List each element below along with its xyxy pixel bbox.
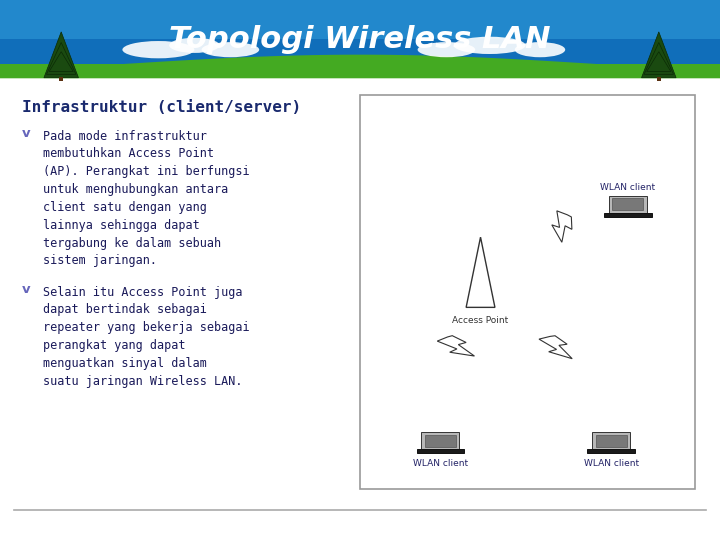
Bar xyxy=(417,449,464,453)
Bar xyxy=(604,213,652,217)
Text: suatu jaringan Wireless LAN.: suatu jaringan Wireless LAN. xyxy=(43,375,243,388)
Bar xyxy=(0,39,720,78)
Text: v: v xyxy=(22,127,30,140)
Polygon shape xyxy=(539,336,572,359)
Polygon shape xyxy=(44,32,78,78)
Ellipse shape xyxy=(122,41,194,58)
Ellipse shape xyxy=(418,42,475,57)
Bar xyxy=(588,449,635,453)
Polygon shape xyxy=(437,336,474,356)
Text: WLAN client: WLAN client xyxy=(583,458,639,468)
Polygon shape xyxy=(642,32,676,78)
Text: (AP). Perangkat ini berfungsi: (AP). Perangkat ini berfungsi xyxy=(43,165,250,178)
Text: Access Point: Access Point xyxy=(452,316,508,325)
Polygon shape xyxy=(47,43,76,75)
Bar xyxy=(59,77,63,82)
Text: membutuhkan Access Point: membutuhkan Access Point xyxy=(43,147,215,160)
Bar xyxy=(595,435,626,447)
Text: v: v xyxy=(22,283,30,296)
Bar xyxy=(421,433,459,449)
Bar xyxy=(0,64,720,78)
Ellipse shape xyxy=(169,38,220,53)
Text: repeater yang bekerja sebagai: repeater yang bekerja sebagai xyxy=(43,321,250,334)
Text: client satu dengan yang: client satu dengan yang xyxy=(43,201,207,214)
Text: dapat bertindak sebagai: dapat bertindak sebagai xyxy=(43,303,207,316)
Bar xyxy=(609,196,647,213)
Bar xyxy=(360,94,695,489)
Polygon shape xyxy=(644,43,673,75)
Bar xyxy=(612,198,644,211)
Text: WLAN client: WLAN client xyxy=(413,458,468,468)
Text: Pada mode infrastruktur: Pada mode infrastruktur xyxy=(43,130,207,143)
Text: untuk menghubungkan antara: untuk menghubungkan antara xyxy=(43,183,228,196)
Text: perangkat yang dapat: perangkat yang dapat xyxy=(43,339,186,352)
Bar xyxy=(657,77,661,82)
Text: sistem jaringan.: sistem jaringan. xyxy=(43,254,157,267)
Text: Topologi Wireless LAN: Topologi Wireless LAN xyxy=(169,25,551,53)
Polygon shape xyxy=(647,52,671,72)
Polygon shape xyxy=(552,211,572,242)
Bar xyxy=(425,435,456,447)
Text: Selain itu Access Point juga: Selain itu Access Point juga xyxy=(43,286,243,299)
Text: Infrastruktur (client/server): Infrastruktur (client/server) xyxy=(22,100,301,115)
Polygon shape xyxy=(466,237,495,307)
Text: WLAN client: WLAN client xyxy=(600,183,655,192)
Bar xyxy=(0,0,720,78)
Ellipse shape xyxy=(515,42,565,57)
Polygon shape xyxy=(0,55,720,78)
Text: tergabung ke dalam sebuah: tergabung ke dalam sebuah xyxy=(43,237,221,249)
Bar xyxy=(0,78,720,540)
Polygon shape xyxy=(49,52,73,72)
Text: lainnya sehingga dapat: lainnya sehingga dapat xyxy=(43,219,200,232)
Text: menguatkan sinyal dalam: menguatkan sinyal dalam xyxy=(43,357,207,370)
Ellipse shape xyxy=(202,42,259,57)
Ellipse shape xyxy=(454,37,526,54)
Bar xyxy=(592,433,630,449)
